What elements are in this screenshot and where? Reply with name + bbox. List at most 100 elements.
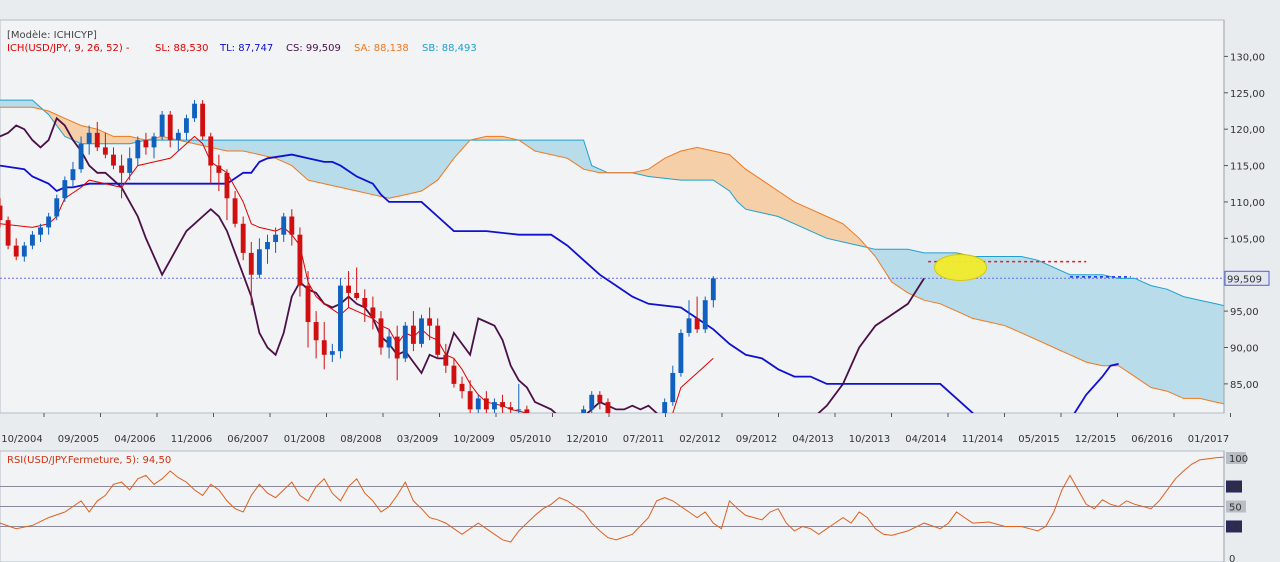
candle bbox=[13, 238, 19, 261]
candle-body bbox=[467, 391, 473, 410]
candlestick-series bbox=[0, 100, 716, 413]
candle-body bbox=[394, 336, 400, 359]
candle bbox=[459, 376, 465, 399]
x-tick-label: 08/2008 bbox=[340, 434, 382, 445]
candle bbox=[289, 209, 295, 246]
candle-body bbox=[492, 402, 497, 410]
kumo-bearish-area bbox=[869, 247, 1224, 404]
candle-body bbox=[451, 365, 457, 384]
rsi-tick-box bbox=[1226, 500, 1246, 513]
candle bbox=[589, 391, 595, 413]
candle bbox=[184, 114, 189, 141]
candle-body bbox=[78, 143, 84, 170]
rsi-tick-box bbox=[1226, 452, 1246, 464]
candle-body bbox=[686, 318, 692, 333]
candle bbox=[232, 191, 238, 228]
candle-body bbox=[589, 394, 595, 410]
candle-body bbox=[662, 402, 668, 413]
candle-body bbox=[443, 354, 449, 366]
candle bbox=[394, 325, 400, 381]
candle bbox=[581, 405, 587, 413]
rsi-title: RSI(USD/JPY.Fermeture, 5): 94,50 bbox=[7, 455, 171, 466]
price-panel bbox=[0, 19, 1225, 414]
candle bbox=[175, 129, 181, 151]
y-tick-label: 130,00 bbox=[1230, 52, 1265, 63]
candle bbox=[443, 343, 449, 373]
x-tick-label: 11/2006 bbox=[171, 434, 213, 445]
y-tick-label: 85,00 bbox=[1230, 380, 1259, 391]
candle bbox=[305, 271, 311, 348]
candle bbox=[94, 121, 100, 151]
candle-body bbox=[143, 140, 149, 148]
candle-body bbox=[694, 318, 700, 330]
x-tick-label: 04/2014 bbox=[905, 434, 947, 445]
candle bbox=[200, 100, 206, 141]
annotations bbox=[928, 253, 1131, 281]
candle-body bbox=[256, 249, 262, 275]
candle bbox=[597, 391, 603, 410]
candle bbox=[46, 212, 52, 235]
rsi-tick-label: 100 bbox=[1229, 454, 1248, 465]
candle-body bbox=[329, 351, 335, 355]
candle bbox=[313, 311, 319, 359]
candle bbox=[678, 329, 684, 377]
x-tick-label: 10/2004 bbox=[1, 434, 43, 445]
candle bbox=[70, 161, 76, 188]
candle-body bbox=[313, 322, 319, 341]
candle-body bbox=[54, 198, 60, 217]
sl-value: SL: 88,530 bbox=[155, 43, 208, 54]
candle-body bbox=[5, 220, 11, 246]
candle-body bbox=[70, 169, 76, 181]
rsi-level-box bbox=[1226, 480, 1242, 493]
rsi-tick-label: 32 bbox=[1229, 522, 1242, 533]
candle bbox=[670, 365, 676, 406]
candle bbox=[62, 176, 68, 202]
candle-body bbox=[232, 198, 238, 224]
candle bbox=[135, 136, 141, 166]
candle-body bbox=[119, 165, 125, 173]
candle bbox=[467, 380, 473, 413]
candle-body bbox=[184, 118, 189, 133]
candle bbox=[143, 132, 149, 155]
x-tick-label: 05/2015 bbox=[1018, 434, 1060, 445]
candle-body bbox=[248, 252, 254, 275]
candle-body bbox=[127, 158, 133, 173]
kumo-bullish-area bbox=[44, 110, 181, 144]
y-tick-label: 120,00 bbox=[1230, 125, 1265, 136]
sa-value: SA: 88,138 bbox=[354, 43, 409, 54]
candle-body bbox=[362, 298, 368, 308]
candle-body bbox=[500, 402, 506, 408]
x-tick-label: 12/2015 bbox=[1075, 434, 1117, 445]
candle bbox=[686, 300, 692, 337]
candle-body bbox=[410, 325, 416, 344]
candle bbox=[346, 271, 351, 308]
candle-body bbox=[710, 278, 716, 301]
candle-body bbox=[435, 325, 441, 355]
sb-value: SB: 88,493 bbox=[422, 43, 477, 54]
candle bbox=[605, 398, 611, 413]
tenkan-line bbox=[0, 153, 1119, 413]
candle bbox=[21, 241, 27, 262]
candle-body bbox=[370, 307, 376, 319]
candle bbox=[524, 405, 530, 413]
candle bbox=[662, 398, 668, 413]
cs-value: CS: 99,509 bbox=[286, 43, 341, 54]
candle-body bbox=[281, 216, 287, 235]
axes: 130,00 125,00 120,00 115,00 110,00 105,00 95,0… bbox=[1, 20, 1270, 562]
candle-body bbox=[216, 165, 222, 173]
candle-body bbox=[297, 234, 303, 286]
candle bbox=[702, 296, 708, 333]
candle bbox=[410, 311, 416, 352]
candle-body bbox=[483, 398, 489, 410]
candle-body bbox=[581, 409, 587, 413]
candle-body bbox=[21, 245, 27, 257]
y-tick-label: 90,00 bbox=[1230, 344, 1259, 355]
candle-body bbox=[419, 318, 424, 344]
candle bbox=[329, 343, 335, 363]
candle-body bbox=[192, 103, 197, 119]
candle-body bbox=[321, 340, 327, 355]
candle-body bbox=[94, 132, 100, 148]
candle bbox=[192, 100, 197, 122]
candle-body bbox=[111, 154, 116, 166]
senkou-span-a-line bbox=[0, 106, 1224, 405]
